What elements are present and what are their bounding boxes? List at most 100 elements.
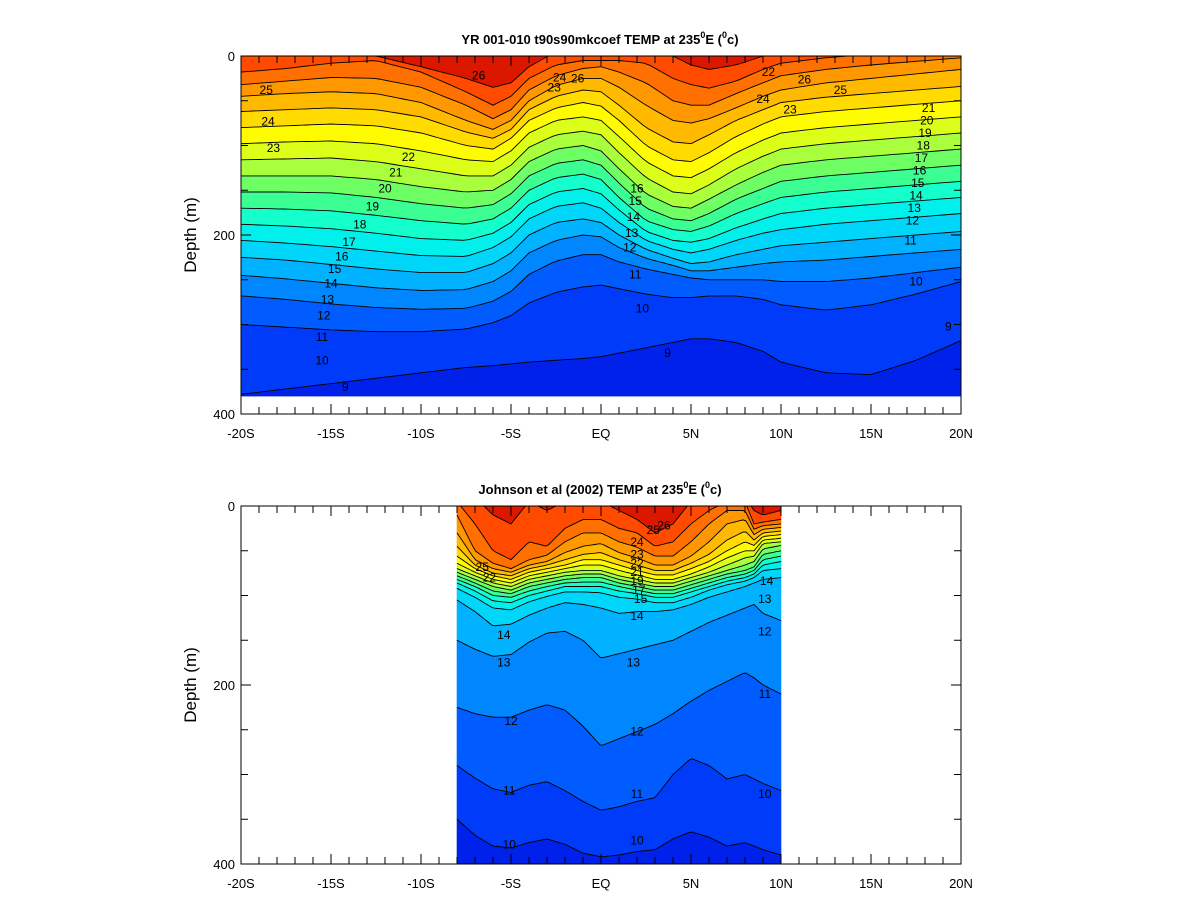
x-tick-label: -20S [227, 876, 255, 891]
contour-label: 21 [922, 101, 936, 115]
x-tick-labels: -20S -15S -10S -5S EQ 5N 10N 15N 20N [227, 876, 973, 891]
contour-label: 14 [760, 574, 774, 588]
y-tick-label: 0 [228, 499, 235, 514]
temperature-field [241, 56, 961, 397]
contour-label: 19 [918, 126, 932, 140]
contour-lines [241, 56, 961, 395]
contour-label: 16 [630, 182, 644, 196]
contour-label: 9 [945, 319, 952, 333]
contour-label: 25 [260, 83, 274, 97]
bottom-panel-johnson-temp: Johnson et al (2002) TEMP at 2350E (0c) … [181, 480, 973, 891]
contour-label: 23 [783, 103, 797, 117]
contour-label: 20 [378, 182, 392, 196]
contour-label: 24 [553, 71, 567, 85]
contour-label: 14 [497, 628, 511, 642]
isotherm-19 [241, 130, 961, 195]
y-tick-label: 400 [213, 407, 235, 422]
contour-label: 13 [497, 656, 511, 670]
contour-label: 11 [316, 330, 329, 344]
contour-label: 25 [834, 83, 848, 97]
isotherm-21 [241, 100, 961, 163]
isotherm-22 [456, 530, 782, 577]
contour-label: 11 [503, 784, 516, 798]
isotherm-18 [456, 544, 782, 591]
contour-label: 14 [627, 210, 641, 224]
contour-label: 23 [548, 80, 562, 94]
contour-label: 14 [324, 276, 338, 290]
contour-label: 17 [915, 151, 929, 165]
contour-label: 10 [758, 787, 772, 801]
contour-label: 17 [632, 583, 646, 597]
contour-label: 13 [758, 592, 772, 606]
contour-label: 11 [759, 687, 772, 701]
isotherm-23 [456, 519, 782, 573]
contour-label: 15 [911, 176, 925, 190]
contour-label: 12 [317, 309, 331, 323]
isotherm-17 [241, 159, 961, 222]
contour-label: 15 [328, 262, 342, 276]
y-axis-label: Depth (m) [181, 647, 200, 723]
isotherm-12 [241, 234, 961, 291]
isotherm-21 [456, 534, 782, 580]
contour-label: 17 [342, 235, 356, 249]
contour-label: 12 [504, 714, 518, 728]
x-tick-label: -15S [317, 876, 345, 891]
contour-label: 12 [758, 624, 772, 638]
isotherm-10 [241, 281, 961, 333]
y-tick-label: 200 [213, 678, 235, 693]
isotherm-9 [241, 338, 961, 395]
x-tick-label: -10S [407, 426, 435, 441]
isotherm-13 [456, 577, 782, 627]
x-tick-label: 15N [859, 876, 883, 891]
isotherm-20 [456, 537, 782, 584]
x-tick-label: 10N [769, 426, 793, 441]
contour-label: 16 [913, 164, 927, 178]
contour-label: 11 [629, 267, 642, 281]
x-tick-label: -5S [501, 426, 522, 441]
isotherm-24 [241, 57, 961, 120]
contour-label: 10 [909, 275, 923, 289]
contour-label: 11 [904, 233, 917, 247]
isotherm-16 [241, 173, 961, 232]
isotherm-25 [460, 506, 782, 561]
contour-label: 13 [625, 226, 639, 240]
axis-ticks [240, 55, 962, 415]
contour-label: 19 [366, 199, 380, 213]
x-tick-label: -5S [501, 876, 522, 891]
x-tick-label: -15S [317, 426, 345, 441]
contour-label: 22 [483, 571, 497, 585]
y-tick-labels: 0 200 400 [213, 499, 235, 872]
contour-label: 10 [503, 837, 517, 851]
isotherm-17 [456, 550, 782, 595]
contour-label: 14 [630, 609, 644, 623]
contour-label: 23 [267, 141, 281, 155]
isotherm-10 [456, 758, 782, 811]
contour-label: 22 [762, 65, 776, 79]
contour-label: 21 [389, 165, 403, 179]
x-tick-label: 10N [769, 876, 793, 891]
y-tick-label: 0 [228, 49, 235, 64]
contour-label: 26 [472, 69, 486, 83]
isotherm-18 [241, 145, 961, 209]
x-tick-labels: -20S -15S -10S -5S EQ 5N 10N 15N 20N [227, 426, 973, 441]
x-tick-label: 5N [683, 876, 700, 891]
contour-label: 20 [920, 113, 934, 127]
contour-label: 22 [402, 150, 416, 164]
isotherm-13 [241, 218, 961, 274]
contour-label: 12 [630, 725, 644, 739]
x-tick-label: -10S [407, 876, 435, 891]
x-tick-label: EQ [592, 876, 611, 891]
contour-label: 14 [909, 189, 923, 203]
x-tick-label: 20N [949, 426, 973, 441]
isotherm-20 [241, 116, 961, 179]
contour-label: 18 [917, 139, 931, 153]
axis-ticks [240, 505, 962, 865]
contour-label: 13 [627, 656, 641, 670]
isotherm-11 [241, 254, 961, 310]
contour-label: 19 [630, 574, 644, 588]
contour-label: 9 [342, 380, 349, 394]
contour-label: 25 [476, 560, 490, 574]
contour-label: 9 [664, 346, 671, 360]
